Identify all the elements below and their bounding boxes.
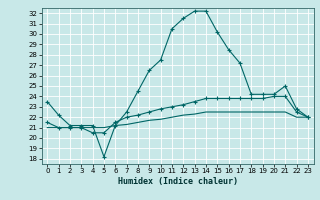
X-axis label: Humidex (Indice chaleur): Humidex (Indice chaleur): [118, 177, 237, 186]
